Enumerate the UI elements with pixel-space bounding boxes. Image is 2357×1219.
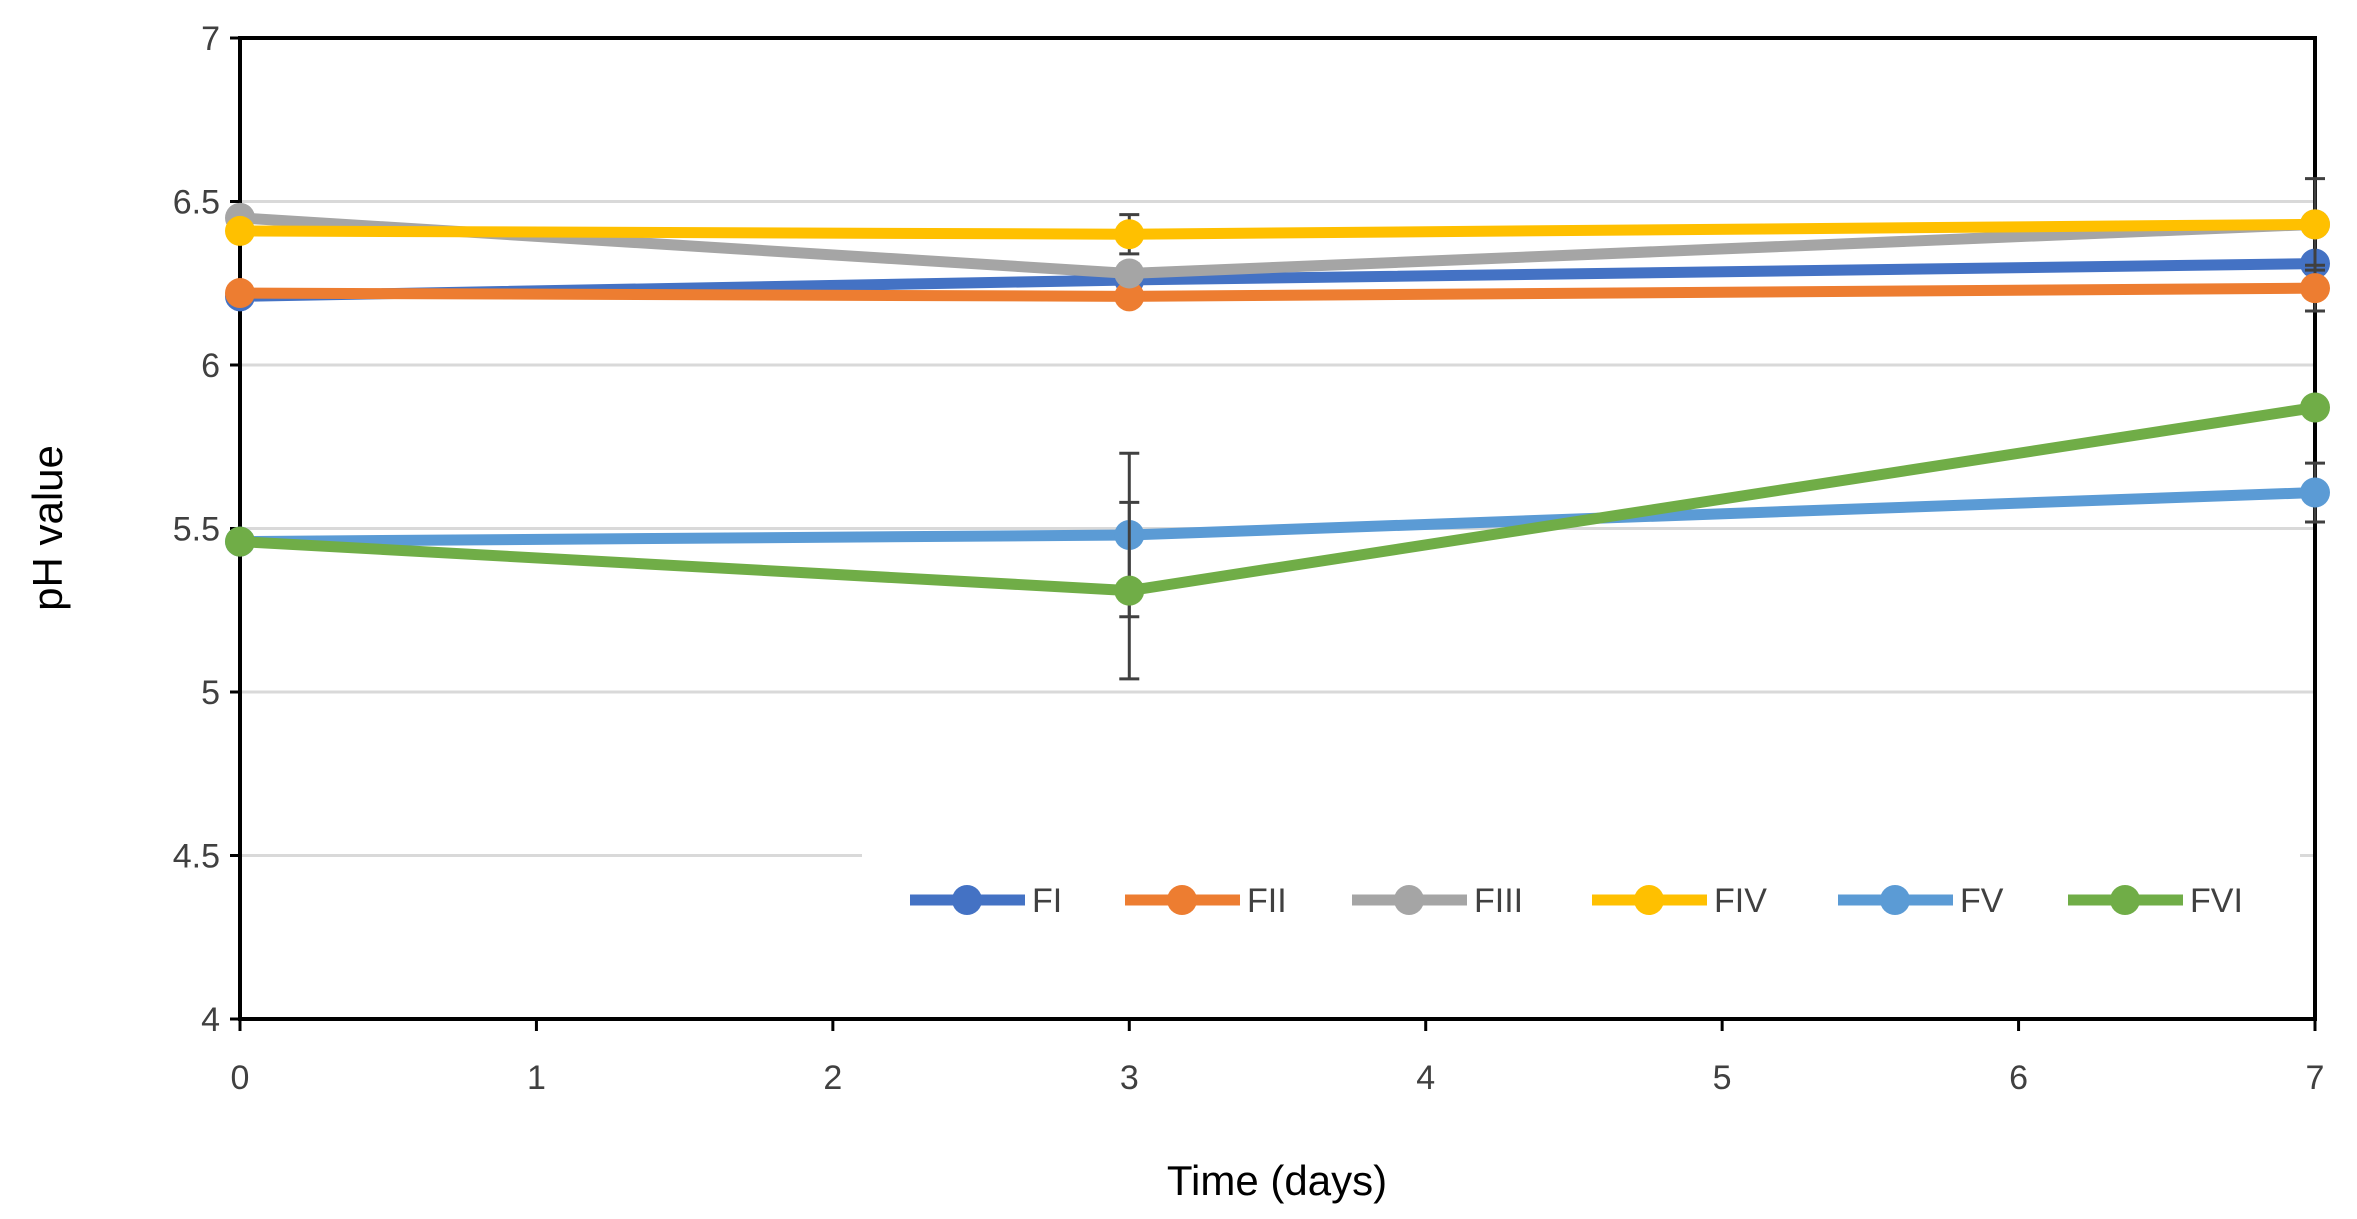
legend-item-FIII: FIII (1352, 882, 1523, 920)
data-point (225, 526, 255, 557)
y-tick-label: 7 (201, 20, 220, 58)
y-tick-label: 5 (201, 674, 220, 712)
legend-marker (2110, 885, 2140, 915)
legend-label: FIII (1474, 882, 1523, 920)
y-axis-title: pH value (24, 445, 71, 611)
data-point (2300, 273, 2330, 304)
x-axis-title: Time (days) (1167, 1157, 1387, 1204)
y-tick-label: 5.5 (173, 511, 220, 549)
y-tick-label: 6 (201, 347, 220, 385)
y-tick-label: 4 (201, 1001, 220, 1039)
legend-label: FI (1032, 882, 1062, 920)
x-tick-label: 7 (2306, 1059, 2325, 1097)
legend-background (862, 849, 2300, 910)
data-point (225, 278, 255, 309)
legend-item-FIV: FIV (1592, 882, 1767, 920)
x-tick-label: 6 (2009, 1059, 2028, 1097)
legend-marker (1394, 885, 1424, 915)
data-point (1114, 258, 1145, 289)
line-FV (239, 487, 2316, 548)
x-tick-label: 3 (1120, 1059, 1139, 1097)
series-FI (225, 248, 2330, 312)
x-tick-label: 4 (1416, 1059, 1435, 1097)
data-point (225, 215, 255, 246)
x-tick-label: 1 (527, 1059, 546, 1097)
data-point (1114, 219, 1145, 250)
x-tick-label: 2 (823, 1059, 842, 1097)
legend-label: FIV (1714, 882, 1767, 920)
series-FII (225, 263, 2330, 313)
legend-marker (1880, 885, 1910, 915)
legend-marker (1634, 885, 1664, 915)
legend-item-FI: FI (910, 882, 1062, 920)
legend-label: FV (1960, 882, 2004, 920)
data-point (2300, 209, 2330, 240)
legend-label: FVI (2190, 882, 2243, 920)
series-FIV (225, 209, 2330, 256)
series-lines (225, 177, 2330, 681)
data-point (1114, 575, 1145, 606)
legend-marker (1167, 885, 1197, 915)
legend-item-FV: FV (1838, 882, 2004, 920)
y-tick-label: 6.5 (173, 184, 220, 222)
legend-marker (952, 885, 982, 915)
legend: FI FII FIII FIV FV FVI (862, 849, 2300, 920)
series-FV (225, 451, 2330, 619)
legend-item-FII: FII (1125, 882, 1287, 920)
legend-item-FVI: FVI (2068, 882, 2243, 920)
legend-label: FII (1247, 882, 1287, 920)
data-point (1114, 281, 1145, 312)
x-tick-label: 0 (231, 1059, 250, 1097)
data-point (2300, 392, 2330, 423)
line-FII (239, 282, 2316, 302)
data-point (2300, 477, 2330, 508)
series-FVI (225, 392, 2330, 681)
y-tick-label: 4.5 (173, 838, 220, 876)
x-tick-label: 5 (1713, 1059, 1732, 1097)
